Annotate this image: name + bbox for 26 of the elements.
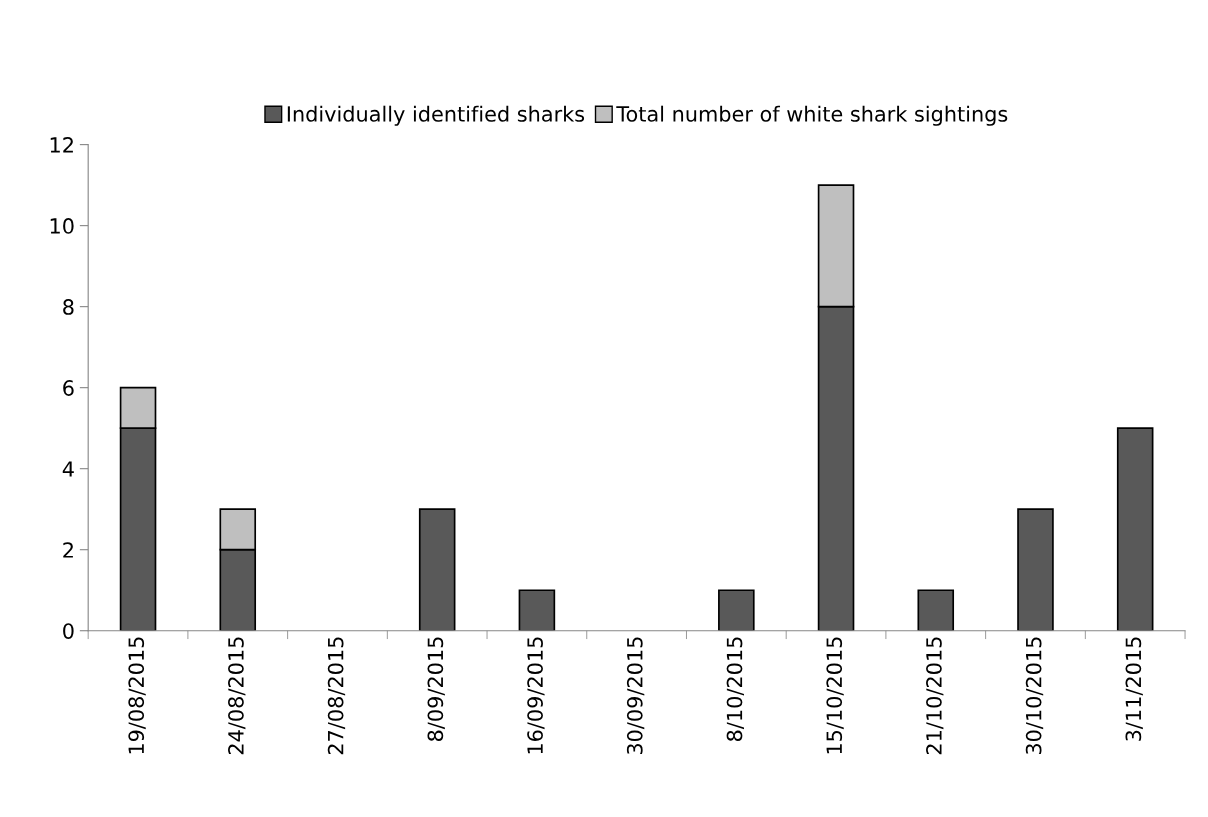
x-tick-label: 3/11/2015 bbox=[1125, 637, 1143, 741]
x-tick-label: 16/09/2015 bbox=[527, 637, 545, 754]
y-tick-label: 8 bbox=[63, 299, 74, 315]
x-tick-label: 21/10/2015 bbox=[926, 637, 944, 755]
bar bbox=[718, 589, 755, 631]
y-tick-label: 4 bbox=[62, 461, 74, 477]
legend-label: Total number of white shark sightings bbox=[616, 105, 1008, 126]
bar bbox=[1017, 508, 1054, 631]
bar bbox=[917, 589, 955, 631]
y-tick-label: 10 bbox=[50, 218, 74, 234]
x-tick-label: 30/09/2015 bbox=[626, 637, 645, 755]
x-tick-label: 15/10/2015 bbox=[826, 637, 844, 754]
x-tick-label: 27/08/2015 bbox=[327, 637, 346, 755]
legend-label: Individually identified sharks bbox=[287, 105, 585, 126]
y-tick-label: 2 bbox=[63, 542, 73, 558]
x-tick-label: 30/10/2015 bbox=[1025, 637, 1044, 755]
y-tick-label: 12 bbox=[50, 137, 73, 153]
x-tick-label: 8/10/2015 bbox=[726, 637, 745, 741]
y-tick-label: 0 bbox=[63, 623, 74, 639]
y-tick-label: 6 bbox=[63, 380, 74, 396]
x-tick-label: 19/08/2015 bbox=[128, 637, 146, 754]
bar bbox=[418, 508, 456, 631]
bar bbox=[1116, 427, 1154, 631]
x-tick-label: 24/08/2015 bbox=[228, 637, 246, 755]
bar bbox=[518, 589, 556, 631]
x-tick-label: 8/09/2015 bbox=[427, 637, 445, 741]
